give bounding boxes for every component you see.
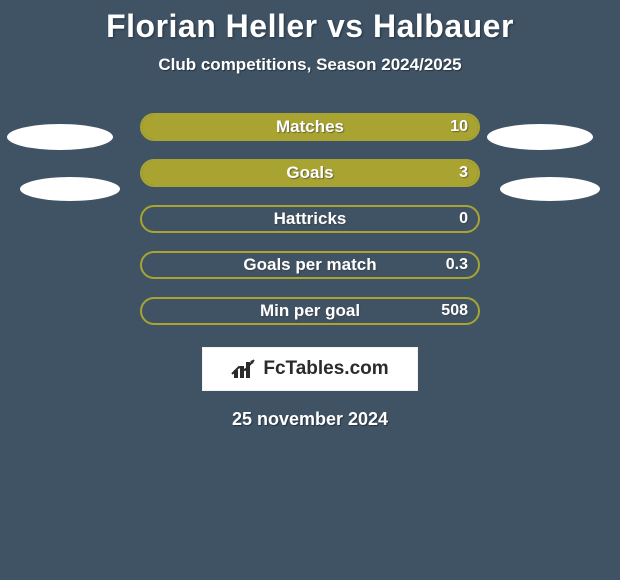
barchart-icon (231, 358, 257, 380)
date-text: 25 november 2024 (0, 409, 620, 430)
logo-box: FcTables.com (202, 347, 418, 391)
stat-bar-track: Goals per match0.3 (140, 251, 480, 279)
stat-value: 0.3 (446, 256, 468, 274)
stat-label: Min per goal (142, 301, 478, 321)
stat-rows: Matches10 Goals3 Hattricks0 Goals per match… (0, 113, 620, 325)
stat-row: Hattricks0 (0, 205, 620, 233)
page-title: Florian Heller vs Halbauer (0, 0, 620, 45)
stat-value: 0 (459, 210, 468, 228)
logo-text: FcTables.com (263, 358, 388, 380)
stat-bar-track: Matches10 (140, 113, 480, 141)
stat-value: 508 (441, 302, 468, 320)
stat-bar-track: Goals3 (140, 159, 480, 187)
page-subtitle: Club competitions, Season 2024/2025 (0, 55, 620, 75)
stat-row: Goals per match0.3 (0, 251, 620, 279)
stat-bar-track: Hattricks0 (140, 205, 480, 233)
stat-bar-fill (142, 161, 478, 185)
comparison-infographic: Florian Heller vs Halbauer Club competit… (0, 0, 620, 580)
stat-row: Min per goal508 (0, 297, 620, 325)
stat-row: Matches10 (0, 113, 620, 141)
stat-row: Goals3 (0, 159, 620, 187)
stat-label: Goals per match (142, 255, 478, 275)
stat-label: Hattricks (142, 209, 478, 229)
stat-bar-track: Min per goal508 (140, 297, 480, 325)
stat-bar-fill (142, 115, 478, 139)
